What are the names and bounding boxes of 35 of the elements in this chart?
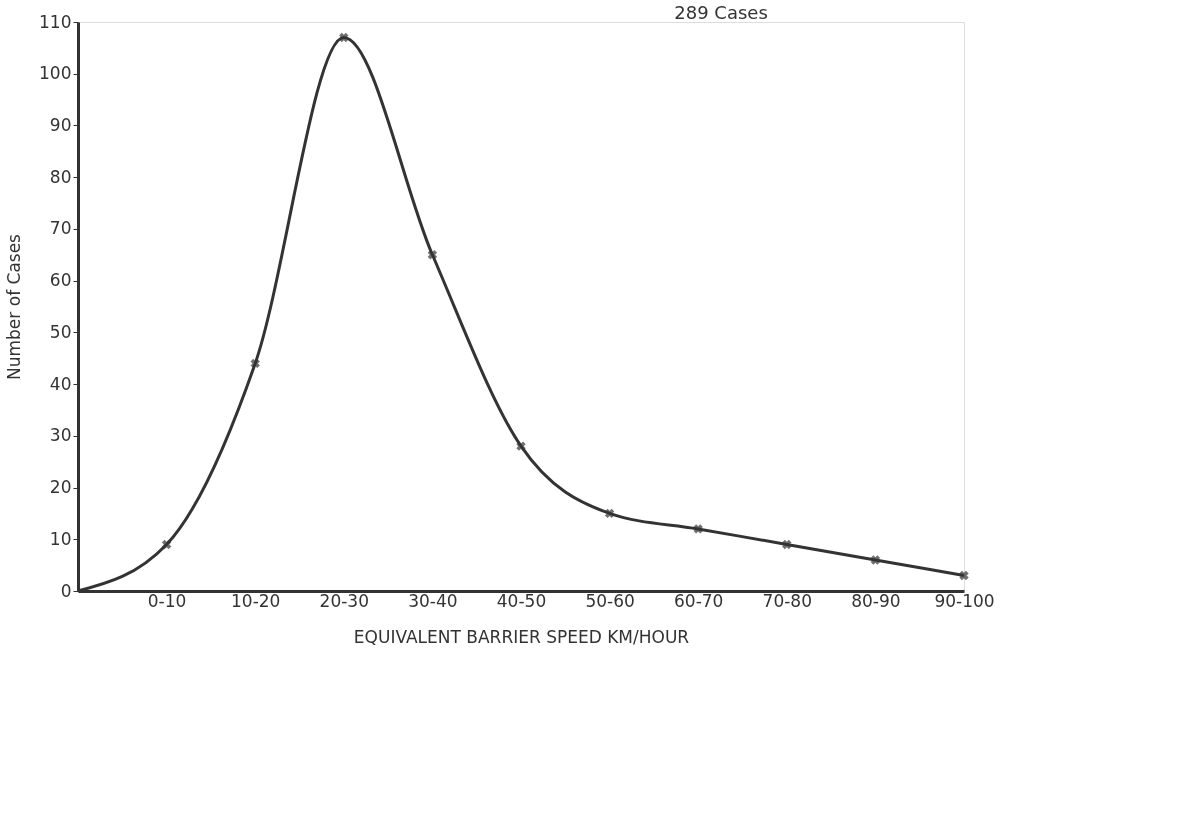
x-tick-label: 80-90 <box>851 590 901 611</box>
y-axis-title: Number of Cases <box>4 233 25 380</box>
y-tick-label: 80 <box>49 166 72 187</box>
chart-title: 289 Cases <box>674 2 768 23</box>
point <box>250 358 260 369</box>
x-tick-label: 0-10 <box>147 590 187 611</box>
y-tick-label: 50 <box>49 321 72 342</box>
y-tick-label: 20 <box>49 477 72 498</box>
y-tick-label: 10 <box>49 528 72 549</box>
point <box>339 32 349 43</box>
x-tick-label: 20-30 <box>319 590 369 611</box>
y-tick-label: 30 <box>49 425 72 446</box>
x-tick-label: 60-70 <box>674 590 724 611</box>
y-tick-label: 40 <box>49 373 72 394</box>
y-tick-label: 110 <box>39 11 72 32</box>
point <box>516 441 526 451</box>
y-tick-label: 70 <box>49 218 72 239</box>
x-tick-label: 70-80 <box>762 590 812 611</box>
point <box>782 539 792 550</box>
x-tick-label: 50-60 <box>585 590 635 611</box>
x-tick-label: 90-100 <box>934 590 995 611</box>
point <box>161 539 172 550</box>
point <box>427 250 438 260</box>
point <box>870 555 881 565</box>
y-tick-label: 100 <box>39 63 72 84</box>
x-tick-label: 30-40 <box>408 590 458 611</box>
y-tick-label: 90 <box>49 114 72 135</box>
x-tick-label: 40-50 <box>496 590 547 611</box>
x-axis-title: EQUIVALENT BARRIER SPEED KM/HOUR <box>353 626 690 647</box>
y-tick-label: 60 <box>49 270 72 291</box>
point <box>959 570 969 581</box>
point <box>693 524 703 534</box>
x-tick-label: 10-20 <box>231 590 281 611</box>
point <box>604 508 615 519</box>
y-tick-label: 0 <box>60 580 72 601</box>
